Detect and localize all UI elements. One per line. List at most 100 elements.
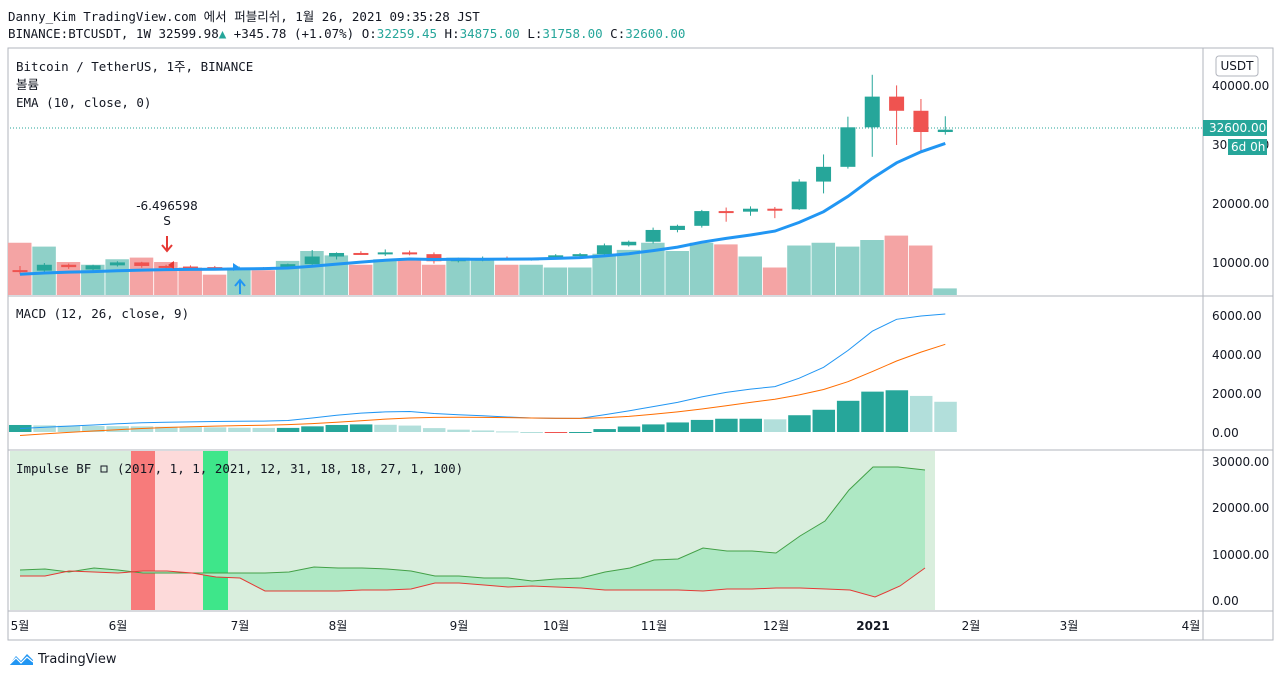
buy-arrow-icon: [234, 278, 246, 294]
impulse-lower-line: [20, 567, 926, 598]
countdown-value: 6d 0h: [1231, 140, 1265, 154]
macd-histogram-bar: [130, 426, 154, 432]
x-tick-jun: 6월: [109, 619, 128, 633]
symbol-info: BINANCE:BTCUSDT, 1W 32599.98: [8, 26, 219, 41]
macd-tick-0: 0.00: [1212, 426, 1239, 440]
volume-bar: [835, 246, 860, 295]
candle-body: [718, 211, 734, 214]
candle-body: [791, 181, 807, 210]
open-value: 32259.45: [376, 26, 438, 41]
tradingview-logo-icon: [8, 654, 34, 666]
x-tick-may: 5월: [11, 619, 30, 633]
x-tick-feb: 2월: [962, 619, 981, 633]
volume-bar: [373, 259, 397, 295]
volume-bar: [884, 235, 909, 295]
candle-body: [596, 245, 612, 255]
volume-label: 볼륨: [16, 77, 39, 92]
macd-histogram-bar: [447, 429, 470, 432]
macd-histogram-bar: [909, 395, 933, 432]
low-value: 31758.00: [542, 26, 603, 41]
macd-histogram-bar: [934, 401, 957, 432]
volume-bar: [933, 288, 957, 295]
macd-histogram-bar: [812, 409, 836, 432]
macd-histogram-bar: [179, 427, 202, 432]
volume-bar: [397, 259, 422, 295]
x-tick-oct: 10월: [543, 619, 569, 633]
x-tick-aug: 8월: [329, 619, 348, 633]
macd-histogram-bar: [690, 419, 714, 432]
volume-bar: [56, 262, 81, 295]
x-tick-jul: 7월: [231, 619, 250, 633]
candle-body: [767, 208, 783, 211]
candle-body: [864, 96, 880, 128]
symbol-title: Bitcoin / TetherUS, 1주, BINANCE: [16, 59, 253, 74]
macd-histogram-bar: [885, 390, 909, 432]
volume-bar: [129, 257, 154, 295]
candle-body: [304, 256, 320, 265]
volume-bar: [324, 255, 349, 295]
macd-histogram-bar: [739, 418, 762, 432]
volume-bar: [470, 258, 495, 295]
candle-body: [572, 254, 588, 257]
time-axis: 5월 6월 7월 8월 9월 10월 11월 12월 2021 2월 3월 4월: [11, 619, 1201, 633]
macd-histogram-bar: [715, 418, 738, 432]
impulse-params: (2017, 1, 1, 2021, 12, 31, 18, 18, 27, 1…: [117, 461, 463, 476]
volume-bar: [592, 253, 616, 295]
candle-body: [645, 229, 661, 242]
candle-body: [353, 252, 369, 255]
candle-body: [12, 270, 28, 273]
volume-bar: [202, 274, 227, 295]
macd-histogram-bar: [301, 426, 324, 432]
volume-bar: [762, 267, 787, 295]
impulse-tick-0: 0.00: [1212, 594, 1239, 608]
settings-square-icon[interactable]: [100, 465, 108, 473]
currency-button[interactable]: USDT: [1215, 55, 1259, 77]
volume-bar: [787, 245, 811, 295]
macd-histogram-bar: [496, 431, 519, 433]
volume-bar: [348, 264, 373, 295]
candle-body: [743, 208, 758, 212]
volume-bar: [860, 240, 884, 295]
volume-bar: [738, 256, 762, 295]
macd-histogram-bar: [520, 432, 543, 433]
currency-button-frame: [1215, 55, 1259, 77]
macd-histogram-bar: [544, 432, 568, 433]
signal-annotation-letter: S: [163, 214, 171, 228]
macd-tick-4000: 4000.00: [1212, 348, 1262, 362]
volume-bar: [495, 264, 519, 295]
volume-bar: [543, 267, 568, 295]
macd-histogram-bar: [617, 426, 641, 432]
candle-body: [280, 264, 296, 269]
tradingview-footer[interactable]: TradingView: [8, 651, 117, 667]
x-tick-sep: 9월: [450, 619, 469, 633]
low-label: L:: [527, 26, 543, 41]
macd-histogram-bar: [861, 391, 884, 432]
macd-label: MACD (12, 26, close, 9): [16, 306, 189, 321]
volume-bar: [568, 267, 592, 295]
volume-bar: [908, 245, 933, 295]
high-value: 34875.00: [459, 26, 520, 41]
ohlc-summary: BINANCE:BTCUSDT, 1W 32599.98▲ +345.78 (+…: [8, 26, 685, 41]
macd-tick-6000: 6000.00: [1212, 309, 1262, 323]
candle-body: [694, 211, 710, 226]
y-tick-40000: 40000.00: [1212, 79, 1269, 93]
candle-body: [816, 166, 832, 182]
publish-info-text: Danny_Kim TradingView.com 에서 퍼블리쉬, 1월 26…: [8, 9, 480, 24]
candle-body: [669, 225, 685, 230]
impulse-buy-zone: [203, 451, 228, 610]
macd-histogram-bar: [82, 425, 105, 432]
currency-button-label: USDT: [1221, 59, 1255, 73]
y-tick-10000: 10000.00: [1212, 256, 1269, 270]
impulse-area: [20, 467, 925, 597]
chart-frame: [7, 47, 1274, 641]
candle-body: [840, 127, 856, 167]
macd-histogram-bar: [836, 400, 860, 432]
x-tick-2021: 2021: [856, 619, 889, 633]
macd-histogram-bar: [422, 428, 446, 432]
candle-body: [85, 265, 101, 270]
impulse-label: Impulse BF: [16, 461, 91, 476]
macd-histogram-bar: [642, 424, 665, 432]
macd-histogram-bar: [471, 430, 495, 432]
impulse-sell-zone-light: [155, 451, 203, 610]
